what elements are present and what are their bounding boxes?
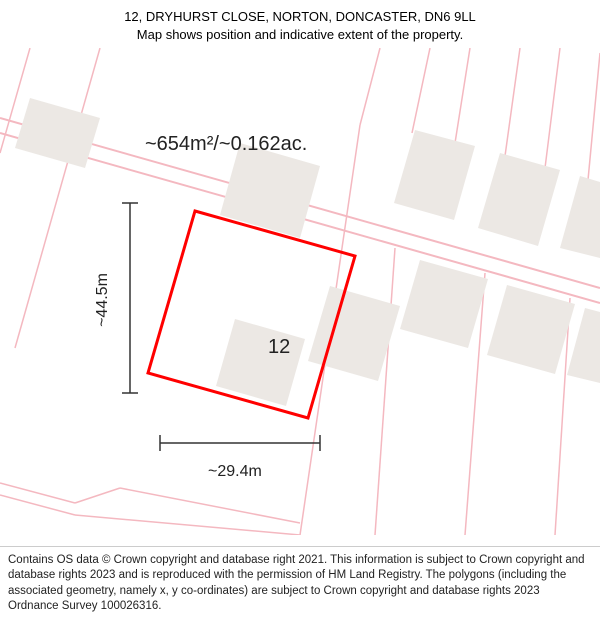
horizontal-dimension-label: ~29.4m xyxy=(208,463,262,481)
area-label: ~654m²/~0.162ac. xyxy=(145,133,307,156)
house-number-label: 12 xyxy=(268,336,290,359)
property-address: 12, DRYHURST CLOSE, NORTON, DONCASTER, D… xyxy=(10,8,590,26)
property-map-svg xyxy=(0,48,600,535)
header: 12, DRYHURST CLOSE, NORTON, DONCASTER, D… xyxy=(0,0,600,48)
copyright-footer: Contains OS data © Crown copyright and d… xyxy=(0,546,600,625)
vertical-dimension-label: ~44.5m xyxy=(94,273,112,327)
map-area: ~654m²/~0.162ac. 12 ~44.5m ~29.4m xyxy=(0,48,600,535)
header-subtitle: Map shows position and indicative extent… xyxy=(10,26,590,44)
